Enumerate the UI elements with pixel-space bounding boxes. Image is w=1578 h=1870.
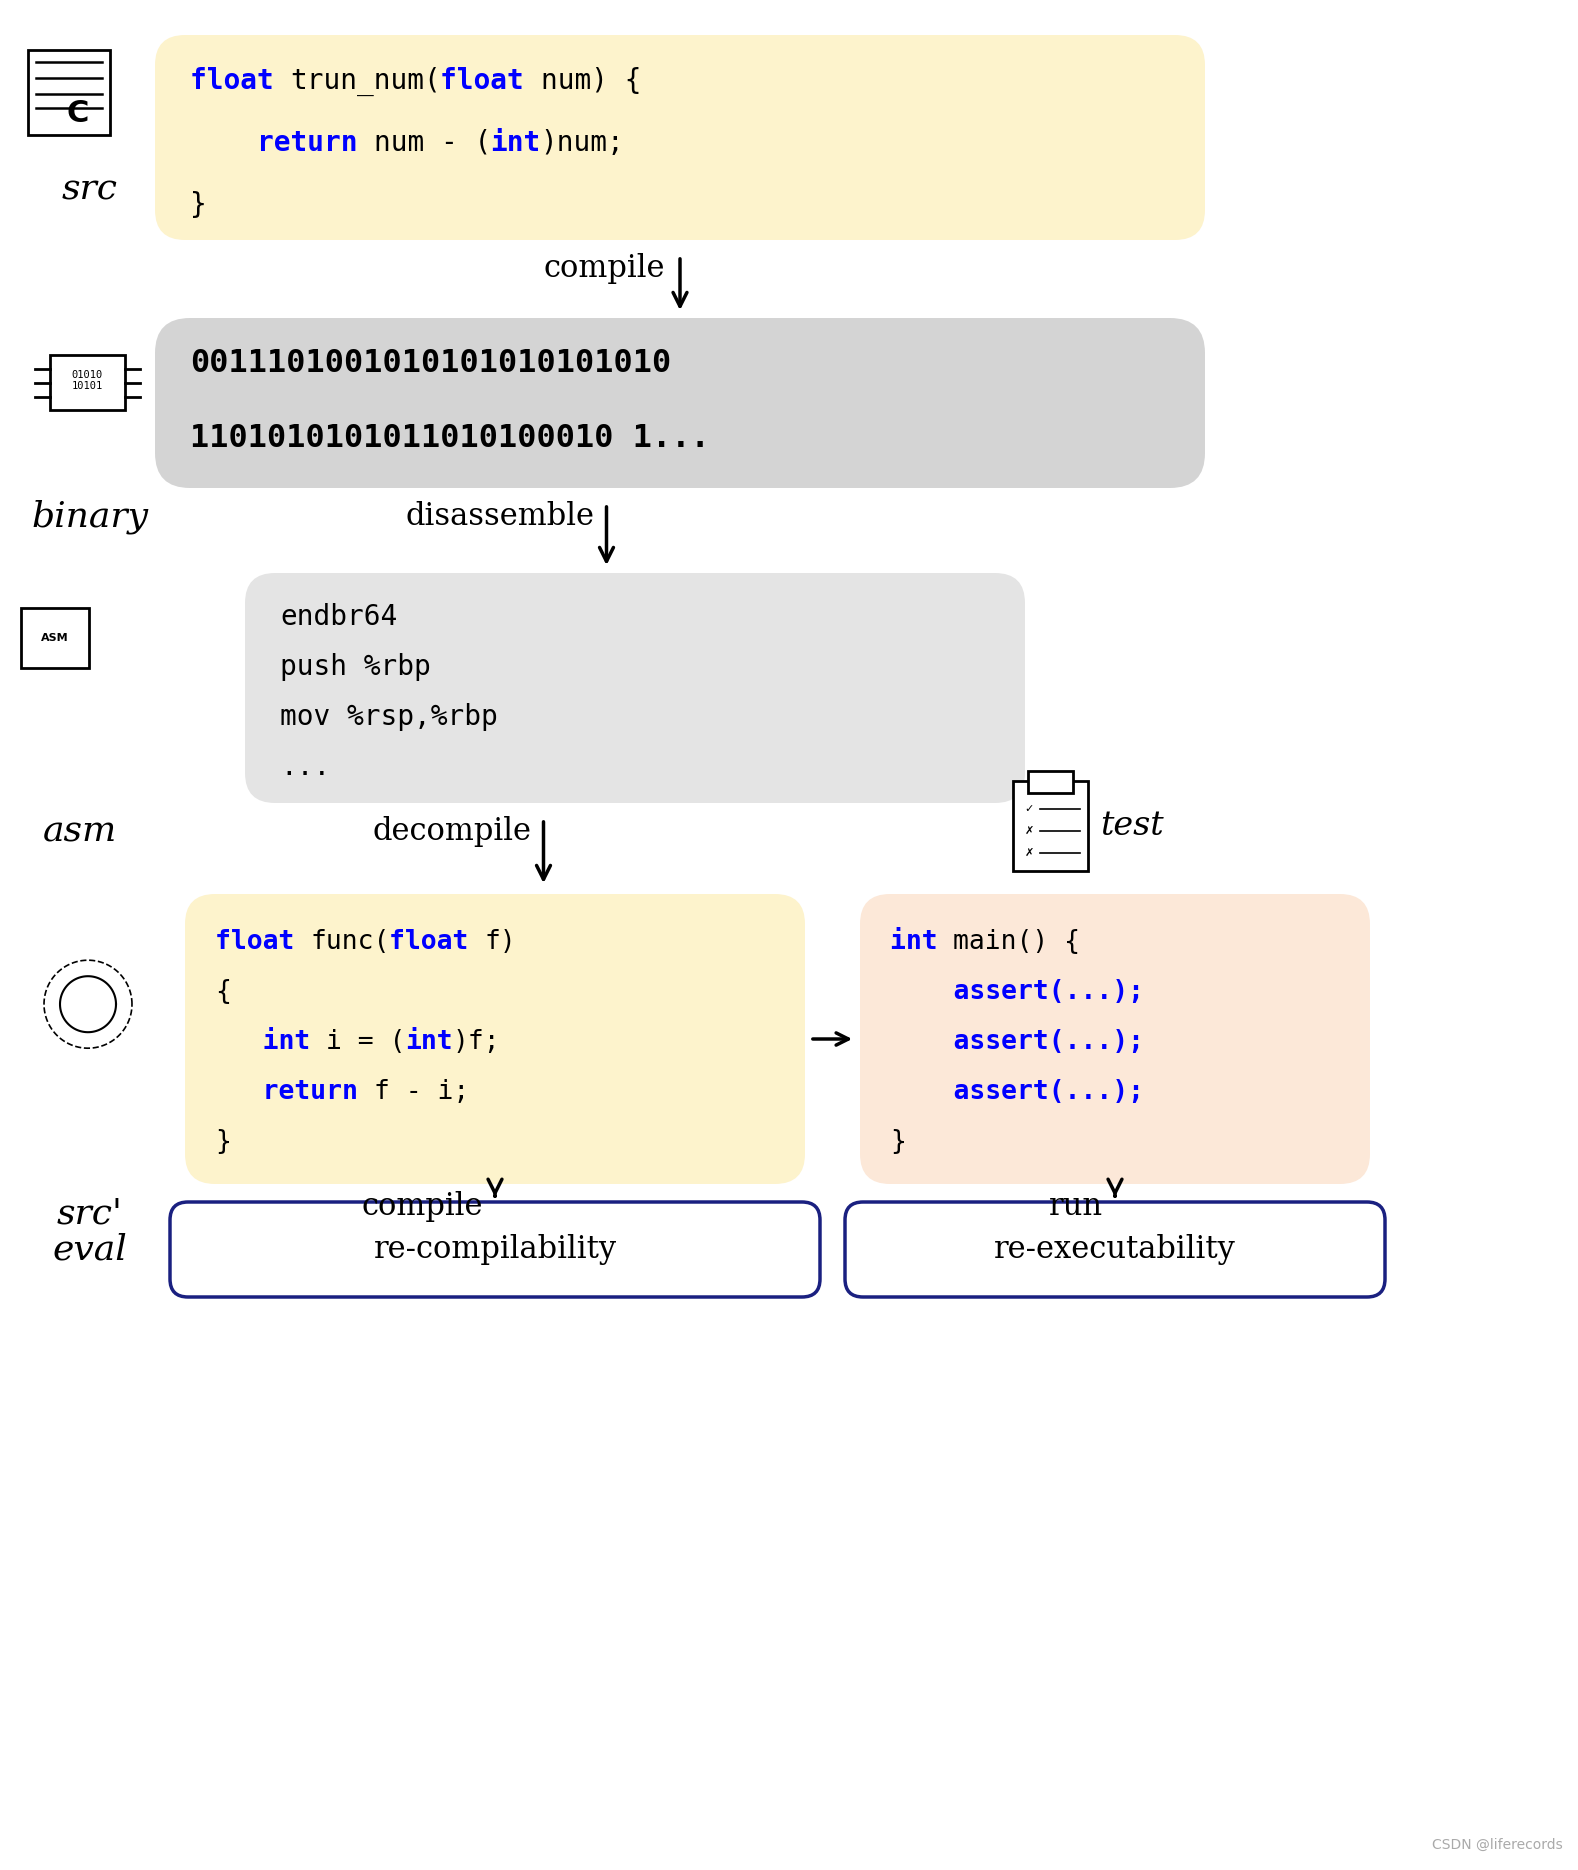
- Text: int: int: [491, 129, 541, 157]
- FancyBboxPatch shape: [844, 1202, 1385, 1298]
- Text: assert(...);: assert(...);: [890, 980, 1144, 1004]
- Text: src: src: [62, 174, 118, 208]
- Text: src': src': [57, 1197, 123, 1230]
- Text: float: float: [440, 67, 541, 95]
- Text: trun_num(: trun_num(: [290, 67, 440, 95]
- Text: num) {: num) {: [541, 67, 641, 95]
- Text: num - (: num - (: [374, 129, 491, 157]
- Text: 1101010101011010100010 1...: 1101010101011010100010 1...: [189, 423, 710, 454]
- Text: mov %rsp,%rbp: mov %rsp,%rbp: [279, 703, 497, 731]
- Text: func(: func(: [311, 929, 390, 956]
- Text: run: run: [1049, 1191, 1103, 1221]
- Text: binary: binary: [32, 499, 148, 535]
- Text: disassemble: disassemble: [406, 501, 595, 531]
- FancyBboxPatch shape: [245, 572, 1026, 802]
- Text: re-compilability: re-compilability: [374, 1234, 617, 1264]
- Text: }: }: [215, 1129, 230, 1156]
- Text: decompile: decompile: [372, 815, 532, 847]
- Text: C: C: [66, 99, 88, 129]
- Text: int: int: [406, 1028, 453, 1055]
- FancyBboxPatch shape: [155, 318, 1206, 488]
- Text: compile: compile: [361, 1191, 483, 1221]
- Text: assert(...);: assert(...);: [890, 1028, 1144, 1055]
- Bar: [1027, 770, 1073, 793]
- Text: 01010
10101: 01010 10101: [71, 370, 103, 391]
- Bar: [21, 608, 88, 668]
- Text: endbr64: endbr64: [279, 602, 398, 630]
- Text: int: int: [890, 929, 953, 956]
- Text: float: float: [189, 67, 290, 95]
- Text: CSDN @liferecords: CSDN @liferecords: [1433, 1838, 1562, 1851]
- Text: push %rbp: push %rbp: [279, 653, 431, 681]
- Text: eval: eval: [52, 1232, 128, 1266]
- Bar: [28, 50, 110, 135]
- Text: {: {: [215, 980, 230, 1004]
- Text: compile: compile: [543, 252, 664, 284]
- Text: f): f): [484, 929, 516, 956]
- FancyBboxPatch shape: [860, 894, 1370, 1184]
- Bar: [49, 355, 125, 410]
- Text: re-executability: re-executability: [994, 1234, 1236, 1264]
- Text: return: return: [189, 129, 374, 157]
- Text: f - i;: f - i;: [374, 1079, 469, 1105]
- Text: main() {: main() {: [953, 929, 1081, 956]
- Text: test: test: [1100, 810, 1163, 842]
- FancyBboxPatch shape: [170, 1202, 821, 1298]
- Text: assert(...);: assert(...);: [890, 1079, 1144, 1105]
- Text: ✓: ✓: [1024, 804, 1034, 813]
- Text: )num;: )num;: [541, 129, 625, 157]
- FancyBboxPatch shape: [155, 36, 1206, 239]
- Text: }: }: [890, 1129, 906, 1156]
- Text: ASM: ASM: [41, 634, 69, 643]
- FancyBboxPatch shape: [185, 894, 805, 1184]
- Text: ...: ...: [279, 754, 330, 782]
- Text: float: float: [215, 929, 311, 956]
- Text: )f;: )f;: [453, 1028, 500, 1055]
- Text: ✗: ✗: [1024, 827, 1034, 836]
- Text: float: float: [390, 929, 484, 956]
- Text: int: int: [215, 1028, 327, 1055]
- Bar: [1013, 782, 1087, 871]
- Text: ✗: ✗: [1024, 847, 1034, 858]
- Text: return: return: [215, 1079, 374, 1105]
- Text: }: }: [189, 191, 207, 219]
- Text: 0011101001010101010101010: 0011101001010101010101010: [189, 348, 671, 380]
- Text: i = (: i = (: [327, 1028, 406, 1055]
- Text: asm: asm: [43, 815, 117, 849]
